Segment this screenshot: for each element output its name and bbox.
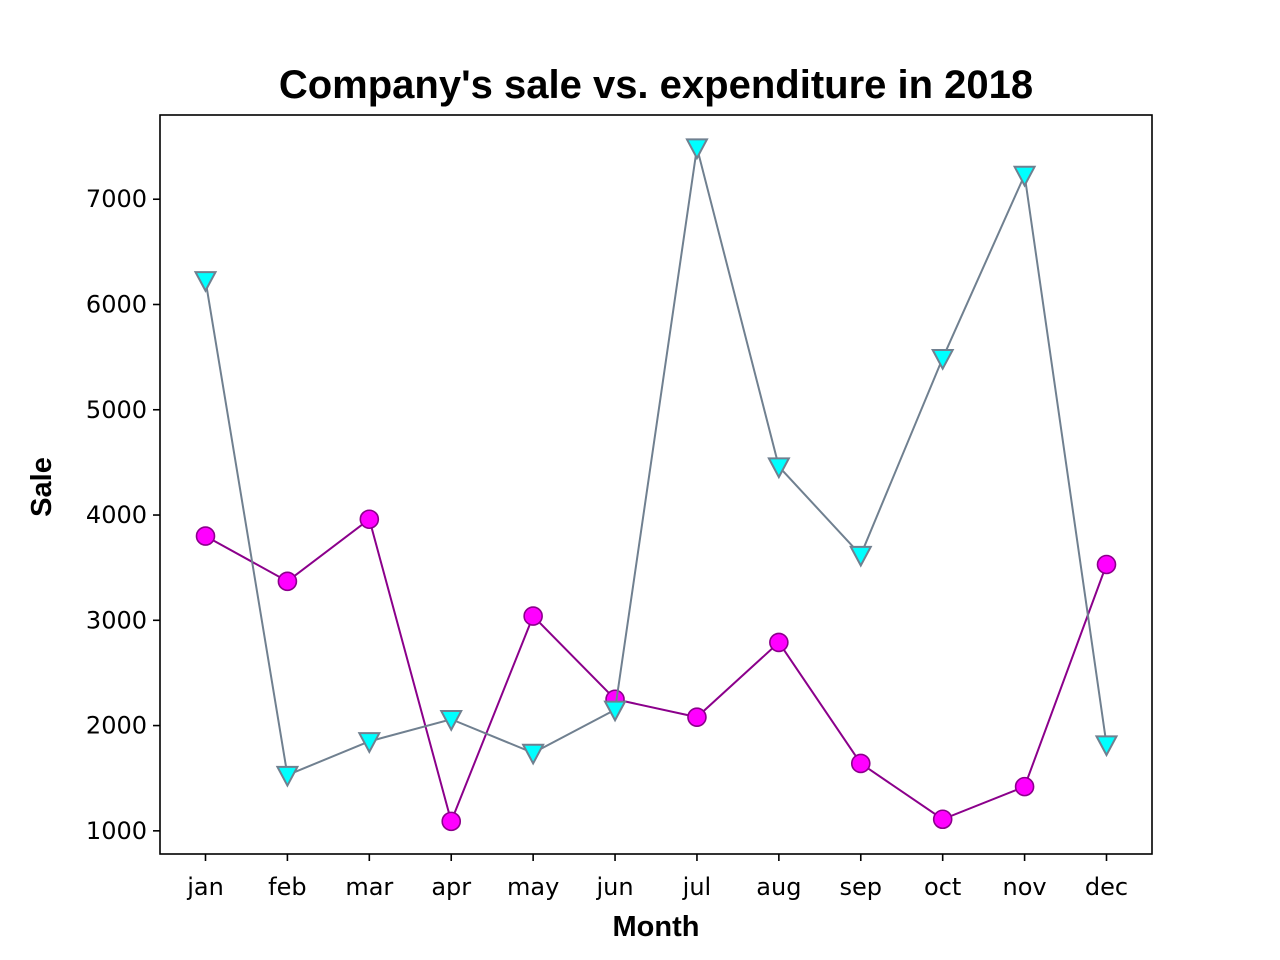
series-line	[204, 147, 1108, 777]
series-layer	[193, 138, 1119, 832]
data-point	[767, 457, 791, 480]
x-tick-label: apr	[431, 873, 471, 901]
series-1	[195, 509, 1117, 832]
x-tick-label: feb	[268, 873, 306, 901]
x-tick-label: jan	[186, 873, 224, 901]
y-tick-label: 3000	[86, 606, 147, 634]
data-point	[1094, 735, 1119, 758]
data-point	[193, 271, 218, 293]
y-tick-label: 5000	[86, 396, 147, 424]
x-tick-label: nov	[1003, 873, 1047, 901]
data-point	[439, 710, 463, 732]
y-tick-label: 1000	[86, 817, 147, 845]
data-point	[850, 753, 871, 774]
y-axis: 1000 2000 3000 4000 5000 6000 7000	[86, 185, 160, 845]
y-tick-label: 4000	[86, 501, 147, 529]
data-point	[931, 348, 955, 371]
data-point	[441, 811, 462, 832]
data-point	[359, 509, 380, 530]
y-axis-label: Sale	[26, 457, 58, 517]
data-point	[1014, 776, 1035, 797]
x-tick-label: jul	[682, 873, 712, 901]
x-axis-label: Month	[613, 911, 700, 943]
data-point	[277, 571, 298, 592]
chart-title: Company's sale vs. expenditure in 2018	[279, 63, 1033, 107]
x-tick-label: oct	[924, 873, 961, 901]
x-tick-label: dec	[1085, 873, 1128, 901]
data-point	[275, 765, 300, 788]
y-tick-label: 6000	[86, 290, 147, 318]
data-point	[1096, 554, 1117, 575]
data-point	[932, 809, 953, 830]
x-tick-label: mar	[345, 873, 393, 901]
x-tick-label: may	[507, 873, 559, 901]
data-point	[769, 632, 789, 653]
x-axis: jan feb mar apr may jun jul aug sep oct nov dec	[186, 854, 1128, 901]
y-tick-label: 2000	[86, 712, 147, 740]
x-tick-label: sep	[840, 873, 883, 901]
series-2	[193, 138, 1119, 788]
data-point	[1012, 165, 1037, 188]
data-point	[687, 707, 707, 727]
plot-area	[159, 114, 1153, 855]
y-tick-label: 7000	[86, 185, 147, 213]
x-tick-label: jun	[595, 873, 633, 901]
data-point	[357, 732, 381, 754]
data-point	[521, 743, 545, 766]
data-point	[849, 545, 873, 568]
data-point	[195, 526, 216, 546]
data-point	[603, 700, 627, 723]
x-tick-label: aug	[756, 873, 801, 901]
data-point	[523, 606, 543, 626]
data-point	[685, 138, 709, 161]
series-line	[205, 517, 1108, 825]
